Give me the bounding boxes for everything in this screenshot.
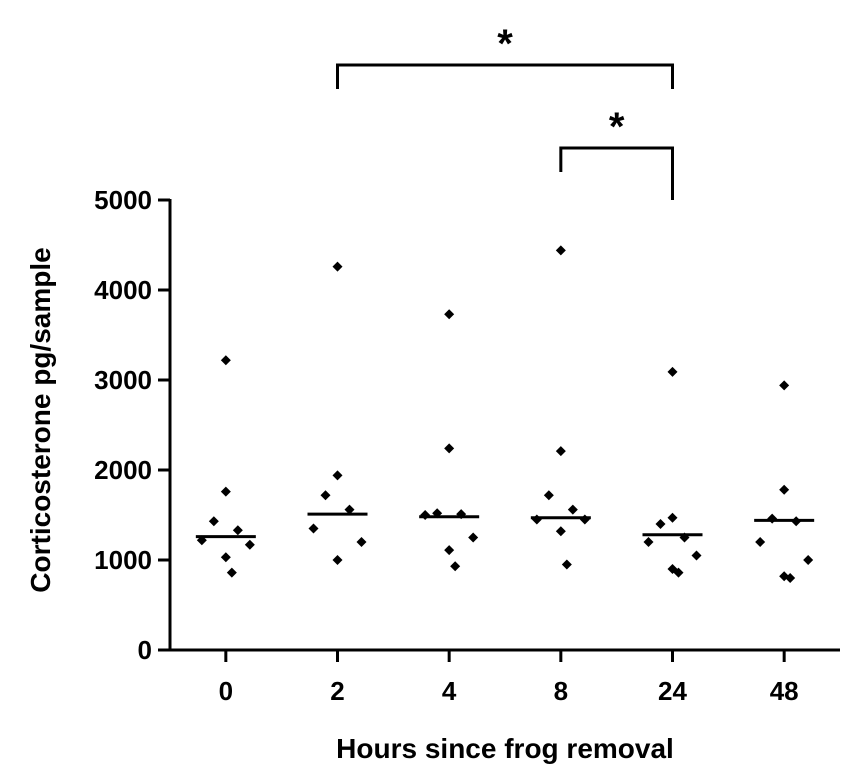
x-tick-label: 0 — [219, 676, 233, 706]
data-point — [468, 532, 479, 543]
data-point — [208, 516, 219, 527]
data-point — [308, 523, 319, 534]
y-tick-label: 3000 — [94, 365, 152, 395]
data-point — [420, 510, 431, 520]
data-point — [779, 484, 790, 495]
significance-bracket — [336, 63, 674, 89]
y-tick-label: 0 — [138, 635, 152, 665]
data-point — [561, 559, 572, 570]
data-point — [332, 261, 343, 272]
significance-bracket — [559, 146, 674, 200]
data-point — [444, 309, 455, 320]
significance-label: * — [497, 22, 513, 66]
data-point — [543, 490, 554, 501]
data-point — [220, 486, 231, 497]
data-point — [555, 245, 566, 256]
data-point — [655, 519, 666, 529]
data-point — [667, 512, 678, 523]
x-tick-label: 8 — [554, 676, 568, 706]
data-point — [232, 525, 243, 536]
y-tick-label: 4000 — [94, 275, 152, 305]
data-point — [320, 490, 331, 501]
data-point — [220, 355, 231, 366]
data-point — [531, 514, 542, 525]
y-tick-label: 5000 — [94, 185, 152, 215]
data-point — [444, 443, 455, 454]
data-point — [779, 380, 790, 391]
y-tick-label: 2000 — [94, 455, 152, 485]
x-axis-title: Hours since frog removal — [336, 733, 674, 764]
data-point — [444, 545, 455, 556]
data-point — [356, 537, 367, 547]
x-tick-label: 48 — [770, 676, 799, 706]
data-point — [555, 446, 566, 457]
x-tick-label: 4 — [442, 676, 457, 706]
data-point — [673, 567, 684, 578]
data-point — [567, 504, 578, 515]
data-point — [226, 567, 237, 578]
data-point — [579, 514, 590, 525]
data-point — [332, 555, 343, 565]
data-point — [344, 504, 355, 515]
data-point — [785, 573, 796, 583]
data-point — [244, 539, 255, 550]
data-point — [767, 513, 778, 524]
data-point — [643, 537, 654, 547]
data-point — [691, 550, 702, 561]
data-point — [755, 537, 766, 547]
y-axis-title: Corticosterone pg/sample — [25, 247, 56, 592]
y-tick-label: 1000 — [94, 545, 152, 575]
data-point — [667, 366, 678, 377]
data-point — [332, 470, 343, 481]
data-point — [555, 526, 566, 537]
x-tick-label: 2 — [330, 676, 344, 706]
data-point — [450, 561, 461, 572]
data-point — [220, 552, 231, 563]
x-tick-label: 24 — [658, 676, 687, 706]
data-point — [803, 555, 814, 565]
significance-label: * — [609, 105, 625, 149]
